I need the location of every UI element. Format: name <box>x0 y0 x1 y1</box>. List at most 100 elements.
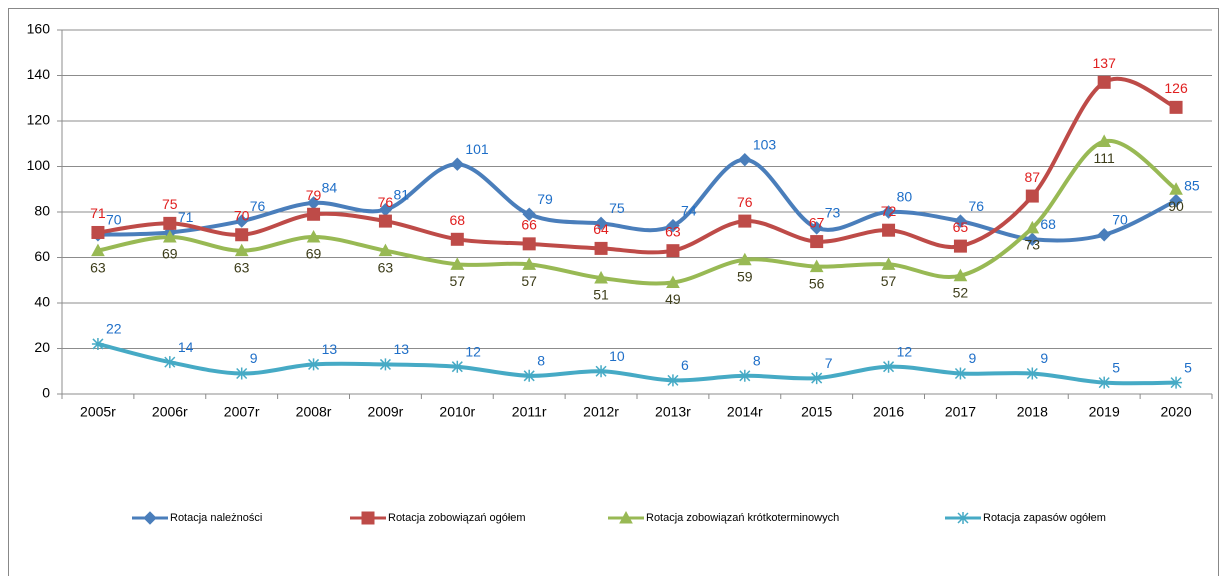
data-label: 84 <box>322 180 338 196</box>
point-marker <box>738 369 751 382</box>
chart-frame <box>8 8 1219 576</box>
data-label: 9 <box>1040 350 1048 366</box>
data-label: 79 <box>537 191 553 207</box>
point-marker <box>1097 228 1111 242</box>
point-marker <box>594 216 608 231</box>
point-marker <box>738 214 752 228</box>
series-line <box>97 139 1178 286</box>
data-label: 22 <box>106 321 122 337</box>
point-marker <box>234 214 249 228</box>
data-label: 87 <box>1025 169 1041 185</box>
data-label: 79 <box>306 187 322 203</box>
legend-label: Rotacja zapasów ogółem <box>983 512 1106 524</box>
y-tick-label: 140 <box>27 66 51 82</box>
data-label: 74 <box>681 202 697 218</box>
series-line <box>97 157 1177 243</box>
point-marker <box>666 275 680 289</box>
data-label: 51 <box>593 287 609 303</box>
point-marker <box>810 372 823 385</box>
point-marker <box>450 232 464 246</box>
data-label: 126 <box>1164 80 1188 96</box>
legend-marker <box>143 511 157 525</box>
x-tick-label: 2005r <box>80 404 116 420</box>
data-label: 70 <box>1112 211 1128 227</box>
point-marker <box>666 244 680 258</box>
data-label: 85 <box>1184 177 1200 193</box>
data-label: 63 <box>90 259 106 275</box>
series-line <box>97 342 1177 386</box>
x-tick-label: 2009r <box>368 404 404 420</box>
point-marker <box>881 205 896 219</box>
legend-marker <box>957 512 969 524</box>
point-marker <box>91 243 105 257</box>
point-marker <box>1025 232 1040 247</box>
data-label: 68 <box>450 212 466 228</box>
legend-label: Rotacja zobowiązań krótkoterminowych <box>646 512 839 524</box>
point-marker <box>1169 182 1183 195</box>
data-label: 75 <box>609 200 625 216</box>
data-label: 72 <box>881 203 897 219</box>
data-label: 65 <box>953 219 969 235</box>
point-marker <box>523 369 536 382</box>
point-marker <box>235 228 249 242</box>
x-tick-label: 2012r <box>583 404 619 420</box>
x-tick-label: 2018 <box>1017 404 1048 420</box>
point-marker <box>881 257 896 270</box>
y-tick-label: 0 <box>42 385 50 401</box>
data-label: 8 <box>753 353 761 369</box>
point-marker <box>234 243 249 257</box>
point-marker <box>522 237 536 251</box>
point-marker <box>1169 193 1183 208</box>
point-marker <box>1097 134 1112 147</box>
x-tick-label: 2010r <box>439 404 475 420</box>
y-tick-label: 20 <box>34 339 50 355</box>
point-marker <box>91 225 105 239</box>
data-label: 7 <box>825 355 833 371</box>
x-tick-label: 2011r <box>512 404 547 420</box>
data-label: 76 <box>968 198 984 214</box>
data-label: 63 <box>234 259 250 275</box>
data-label: 64 <box>593 221 609 237</box>
series-line <box>97 76 1177 255</box>
x-tick-label: 2015 <box>801 404 832 420</box>
point-marker <box>953 239 967 253</box>
data-label: 137 <box>1093 55 1117 71</box>
data-label: 76 <box>250 198 266 214</box>
point-marker <box>450 157 465 171</box>
data-label: 63 <box>665 223 681 239</box>
point-marker <box>595 365 608 378</box>
point-marker <box>1097 75 1111 89</box>
data-label: 80 <box>897 189 913 205</box>
point-marker <box>1169 100 1183 114</box>
point-marker <box>953 268 968 282</box>
data-label: 9 <box>250 350 258 366</box>
x-tick-label: 2016 <box>873 404 904 420</box>
point-marker <box>307 358 320 371</box>
point-marker <box>1026 367 1039 380</box>
x-tick-label: 2008r <box>296 404 332 420</box>
data-label: 103 <box>753 136 777 152</box>
x-tick-label: 2020 <box>1160 404 1191 420</box>
data-label: 9 <box>968 350 976 366</box>
point-marker <box>522 257 537 270</box>
x-tick-label: 2006r <box>152 404 188 420</box>
point-marker <box>379 358 392 371</box>
legend-marker <box>619 510 633 524</box>
data-label: 13 <box>393 341 409 357</box>
point-marker <box>1025 220 1040 234</box>
data-label: 71 <box>178 209 194 225</box>
y-tick-label: 60 <box>34 248 50 264</box>
data-label: 111 <box>1094 150 1115 166</box>
point-marker <box>1098 376 1111 389</box>
data-label: 101 <box>465 141 489 157</box>
data-label: 67 <box>809 214 825 230</box>
y-tick-label: 40 <box>34 294 50 310</box>
data-label: 49 <box>665 291 681 307</box>
point-marker <box>306 229 321 243</box>
data-label: 8 <box>537 353 545 369</box>
data-label: 10 <box>609 348 625 364</box>
x-tick-label: 2007r <box>224 404 260 420</box>
point-marker <box>378 214 392 228</box>
point-marker <box>1025 189 1039 203</box>
